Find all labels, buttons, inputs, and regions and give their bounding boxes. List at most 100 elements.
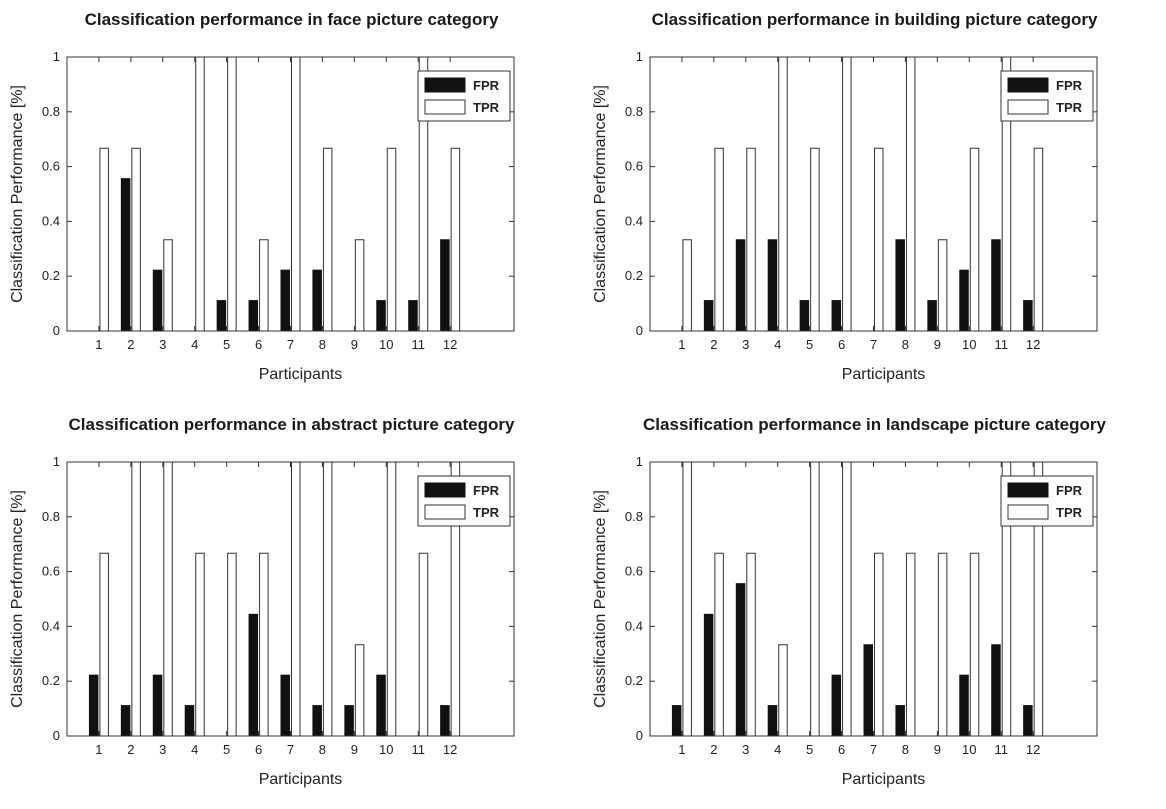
- x-tick-label: 7: [287, 742, 294, 757]
- bar-fpr: [248, 613, 259, 737]
- x-tick-label: 7: [287, 337, 294, 352]
- y-tick-label: 1: [636, 454, 643, 469]
- bar-fpr: [831, 674, 842, 737]
- bar-tpr: [874, 147, 884, 332]
- bar-fpr: [120, 178, 131, 332]
- bar-fpr: [376, 674, 386, 737]
- legend-swatch-tpr: [1007, 504, 1049, 520]
- x-tick-label: 8: [902, 337, 909, 352]
- y-axis-label: Classification Performance [%]: [9, 85, 26, 303]
- x-tick-label: 5: [223, 337, 230, 352]
- bar-fpr: [152, 674, 163, 737]
- x-tick-label: 1: [95, 337, 102, 352]
- bar-fpr: [959, 269, 969, 332]
- x-tick-label: 8: [319, 337, 326, 352]
- bar-fpr: [671, 705, 682, 737]
- bar-fpr: [408, 300, 418, 332]
- bar-tpr: [778, 56, 788, 332]
- chart-plot: 00.20.40.60.811 2 3 4 5 6 7 8 9 10 11 12Participant…: [592, 49, 1098, 383]
- chart-panel-building: Classification performance in building p…: [583, 0, 1166, 405]
- legend-label-fpr: FPR: [473, 78, 500, 93]
- bar-fpr: [440, 239, 450, 332]
- x-tick-label: 7: [870, 742, 877, 757]
- bar-tpr: [905, 552, 916, 737]
- bar-tpr: [450, 147, 461, 332]
- legend-swatch-tpr: [424, 99, 466, 115]
- bar-fpr: [831, 300, 842, 332]
- bar-fpr: [312, 705, 322, 737]
- x-tick-label: 4: [774, 742, 781, 757]
- bar-fpr: [895, 239, 905, 332]
- bar-fpr: [735, 583, 746, 737]
- x-tick-label: 4: [191, 337, 198, 352]
- legend-label-tpr: TPR: [1056, 505, 1083, 520]
- y-tick-label: 0: [636, 323, 643, 338]
- bar-tpr: [746, 552, 756, 737]
- x-tick-label: 11: [994, 742, 1008, 757]
- legend-label-tpr: TPR: [473, 505, 500, 520]
- bar-tpr: [937, 552, 948, 737]
- bar-fpr: [344, 705, 354, 737]
- legend-label-tpr: TPR: [473, 100, 500, 115]
- y-tick-label: 0.2: [42, 268, 60, 283]
- bar-tpr: [682, 239, 692, 332]
- bar-tpr: [291, 56, 301, 332]
- bar-fpr: [927, 300, 937, 332]
- bar-tpr: [322, 461, 333, 737]
- y-tick-label: 0: [53, 323, 60, 338]
- bar-fpr: [1023, 705, 1033, 737]
- legend-swatch-fpr: [1007, 482, 1049, 498]
- y-tick-label: 0.2: [625, 673, 643, 688]
- x-tick-label: 9: [934, 337, 941, 352]
- chart-title: Classification performance in abstract p…: [68, 415, 515, 434]
- bar-tpr: [937, 239, 948, 332]
- bar-fpr: [703, 613, 714, 737]
- x-tick-label: 9: [934, 742, 941, 757]
- x-axis-label: Participants: [842, 366, 926, 383]
- bar-tpr: [227, 56, 237, 332]
- x-tick-label: 5: [223, 742, 230, 757]
- x-tick-label: 2: [710, 337, 717, 352]
- bar-tpr: [386, 147, 397, 332]
- bar-fpr: [767, 705, 778, 737]
- x-tick-label: 6: [838, 742, 845, 757]
- bar-fpr: [120, 705, 131, 737]
- y-tick-label: 0: [636, 728, 643, 743]
- legend-swatch-fpr: [424, 77, 466, 93]
- bar-tpr: [131, 147, 141, 332]
- bar-tpr: [386, 461, 397, 737]
- bar-fpr: [895, 705, 905, 737]
- bar-fpr: [184, 705, 195, 737]
- chart-title: Classification performance in face pictu…: [84, 10, 499, 29]
- y-tick-label: 0.2: [625, 268, 643, 283]
- bar-tpr: [969, 552, 980, 737]
- legend-label-fpr: FPR: [1056, 483, 1083, 498]
- bar-tpr: [746, 147, 756, 332]
- x-tick-label: 3: [159, 742, 166, 757]
- bar-tpr: [163, 239, 173, 332]
- x-tick-label: 9: [351, 742, 358, 757]
- bar-tpr: [227, 552, 237, 737]
- y-axis-label: Classification Performance [%]: [592, 85, 609, 303]
- x-tick-label: 9: [351, 337, 358, 352]
- x-tick-label: 3: [159, 337, 166, 352]
- y-tick-label: 0.6: [42, 564, 60, 579]
- x-tick-label: 10: [962, 337, 976, 352]
- bar-fpr: [216, 300, 227, 332]
- x-tick-label: 11: [411, 337, 425, 352]
- bar-tpr: [131, 461, 141, 737]
- chart-title: Classification performance in building p…: [651, 10, 1098, 29]
- x-tick-label: 4: [191, 742, 198, 757]
- x-tick-label: 10: [379, 337, 393, 352]
- legend-label-fpr: FPR: [473, 483, 500, 498]
- legend-swatch-tpr: [1007, 99, 1049, 115]
- bar-tpr: [714, 147, 724, 332]
- bar-fpr: [88, 674, 99, 737]
- bar-tpr: [905, 56, 916, 332]
- x-tick-label: 8: [902, 742, 909, 757]
- y-axis-label: Classification Performance [%]: [592, 490, 609, 708]
- x-tick-label: 6: [255, 337, 262, 352]
- x-tick-label: 12: [443, 337, 457, 352]
- bar-tpr: [969, 147, 980, 332]
- bar-fpr: [799, 300, 810, 332]
